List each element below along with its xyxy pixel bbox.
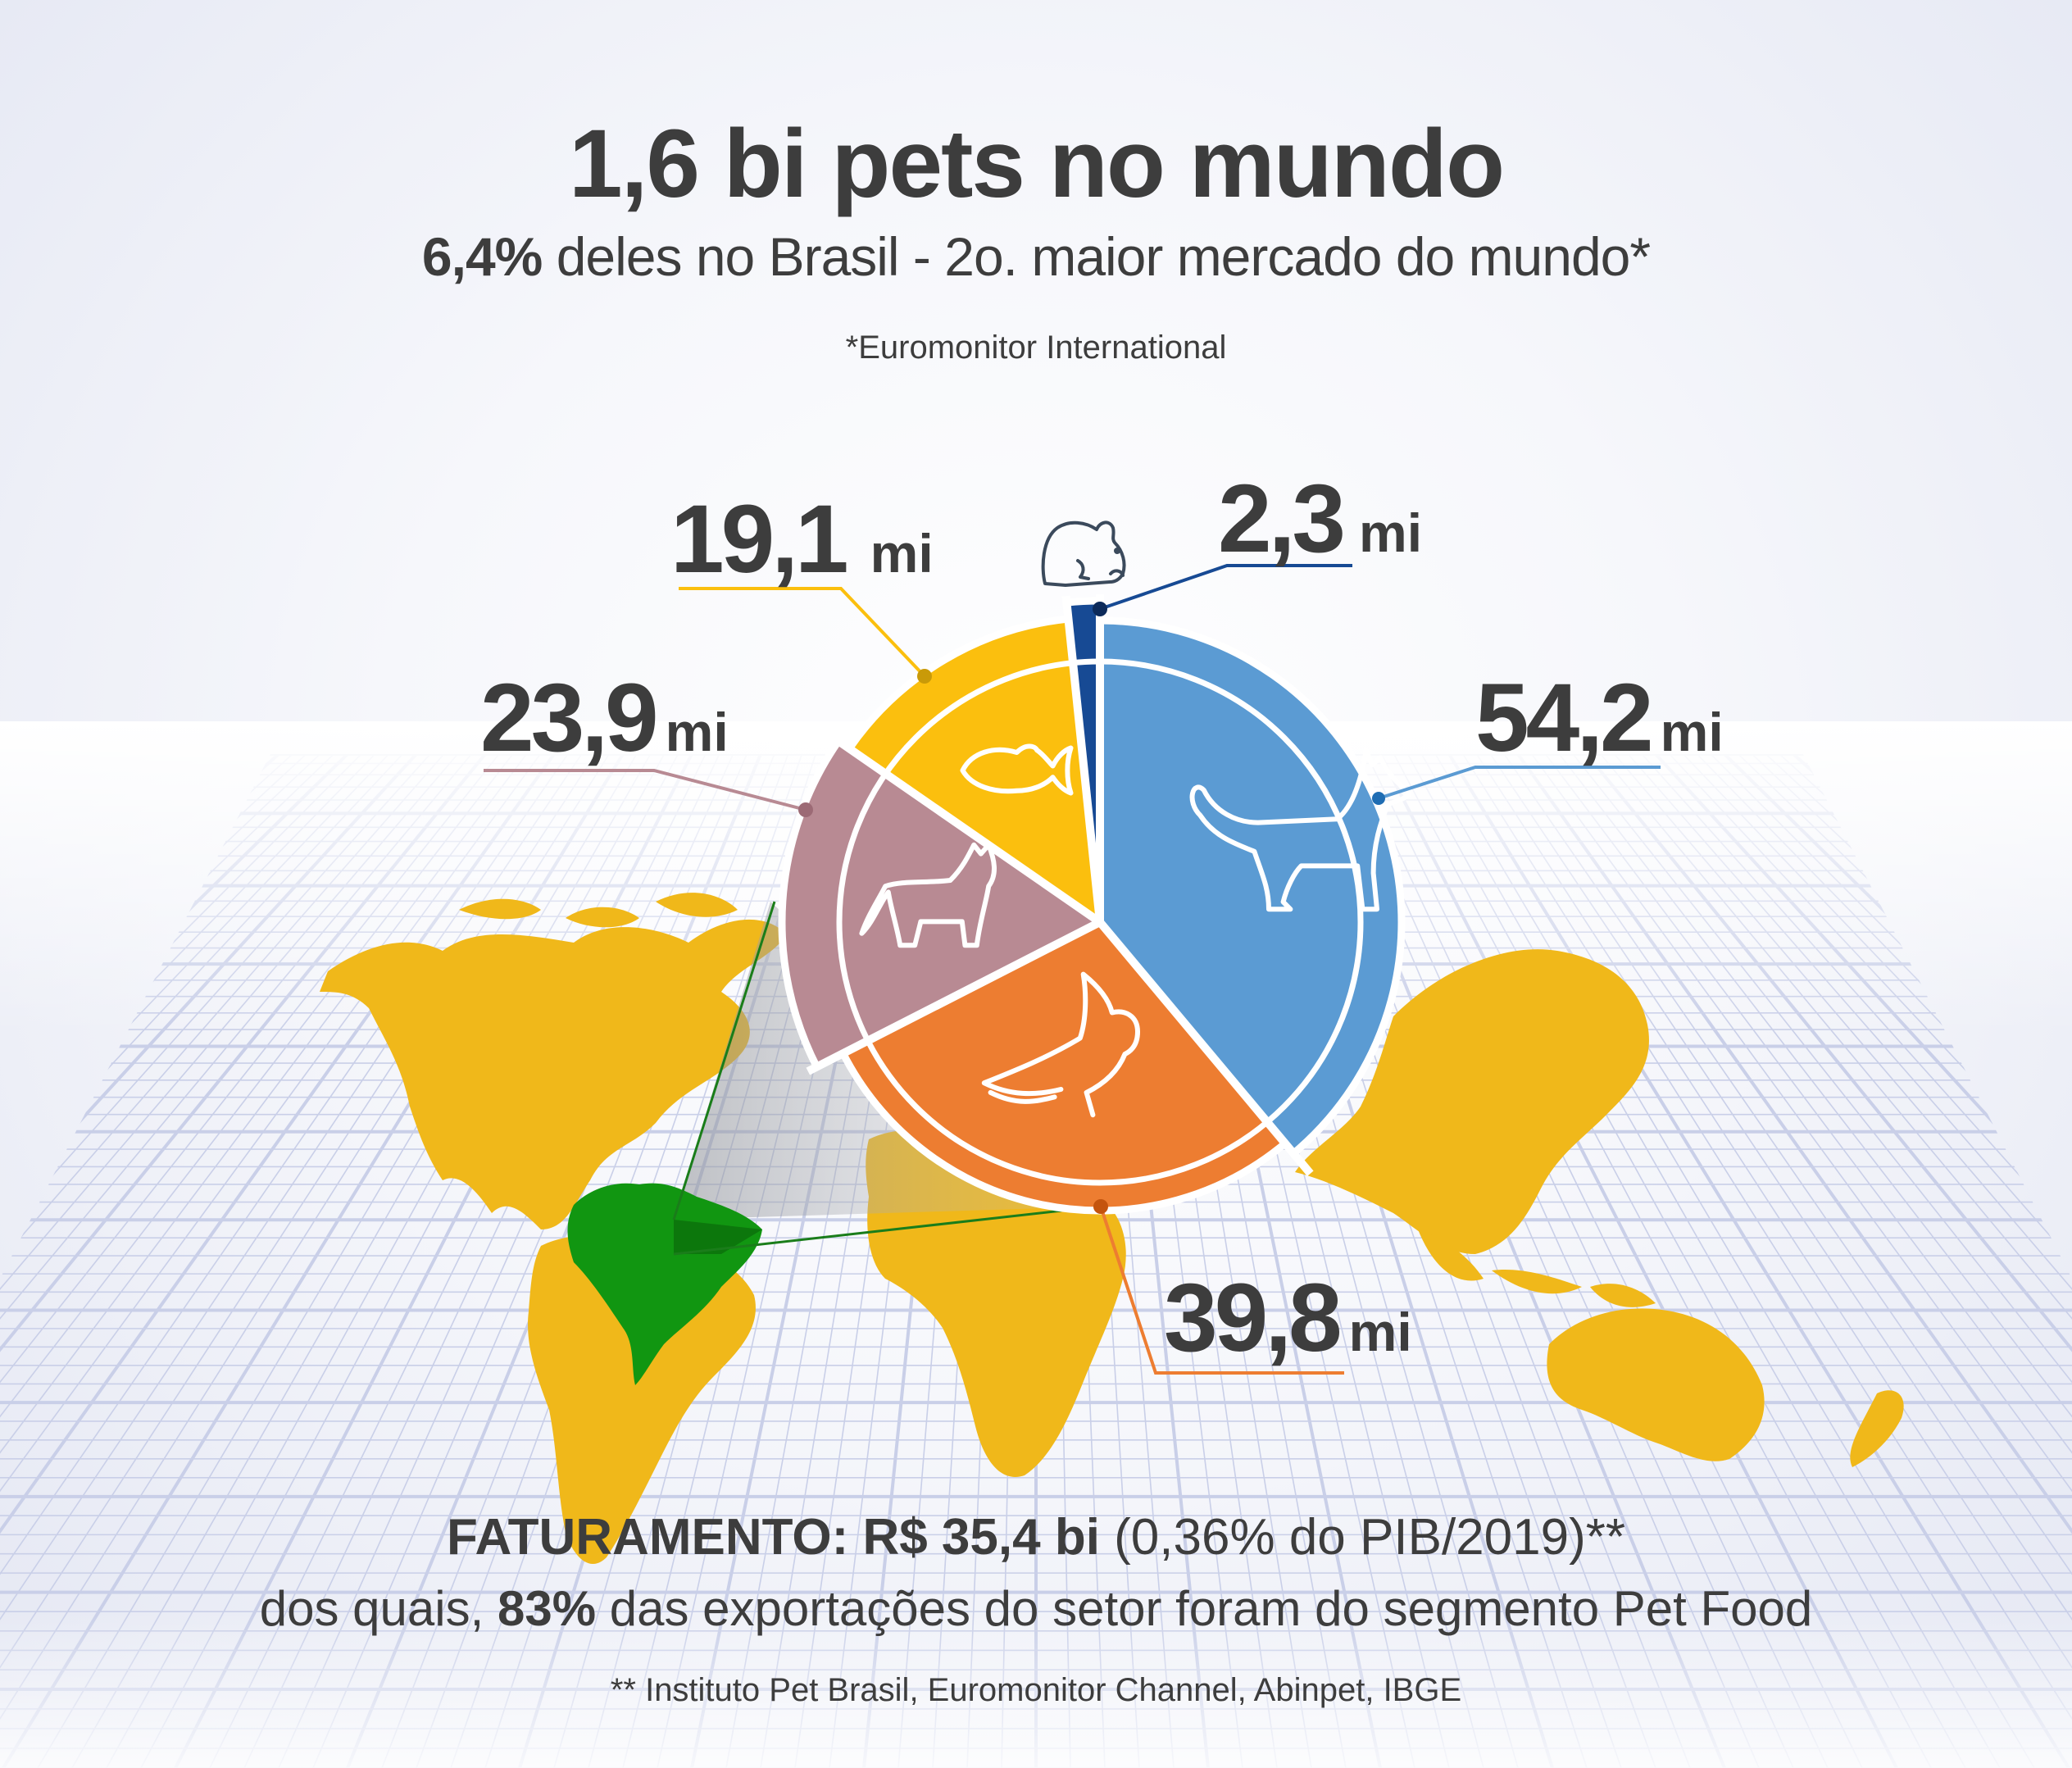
exports-bold: 83% xyxy=(497,1581,597,1636)
hamster-icon xyxy=(1041,520,1126,587)
north-america xyxy=(320,919,787,1229)
fish-icon xyxy=(960,743,1074,796)
cat-icon xyxy=(859,842,997,948)
new-zealand xyxy=(1850,1390,1904,1467)
subtitle-highlight: 6,4% xyxy=(421,226,543,287)
leader-dogs xyxy=(1378,766,1661,800)
leader-fish xyxy=(679,587,926,678)
leader-small xyxy=(1099,564,1352,611)
leader-birds xyxy=(1099,1206,1344,1375)
projection-line-bottom xyxy=(673,1205,1099,1256)
page-title: 1,6 bi pets no mundo xyxy=(568,110,1505,218)
label-cats: 23,9 mi xyxy=(480,670,729,766)
dog-icon xyxy=(1189,748,1412,912)
unit-small-mammals: mi xyxy=(1359,502,1423,563)
south-america xyxy=(528,1234,756,1565)
parrot-icon xyxy=(981,971,1141,1118)
exports-rest: das exportações do setor foram do segmen… xyxy=(596,1581,1813,1636)
label-dogs: 54,2 mi xyxy=(1475,670,1724,766)
exports-pre: dos quais, xyxy=(259,1581,498,1636)
unit-fish: mi xyxy=(870,523,934,584)
world-map xyxy=(320,893,1904,1565)
revenue-rest: (0,36% do PIB/2019)** xyxy=(1099,1509,1625,1566)
footer-source-note: ** Instituto Pet Brasil, Euromonitor Cha… xyxy=(610,1672,1462,1708)
revenue-line: FATURAMENTO: R$ 35,4 bi (0,36% do PIB/20… xyxy=(0,1508,2072,1566)
subtitle: 6,4% deles no Brasil - 2o. maior mercado… xyxy=(0,225,2072,288)
subtitle-text: deles no Brasil - 2o. maior mercado do m… xyxy=(542,226,1651,287)
leader-lines xyxy=(484,564,1661,1375)
label-small-mammals: 2,3 mi xyxy=(1218,470,1422,567)
revenue-bold: FATURAMENTO: R$ 35,4 bi xyxy=(447,1509,1100,1566)
source-note: *Euromonitor International xyxy=(845,330,1227,366)
exports-line: dos quais, 83% das exportações do setor … xyxy=(0,1580,2072,1637)
africa xyxy=(866,1130,1126,1477)
projection-line-left xyxy=(672,901,776,1220)
australia xyxy=(1547,1308,1765,1461)
pie-slice-fish xyxy=(845,615,1104,926)
brazil-map xyxy=(567,1183,762,1385)
leader-cats xyxy=(484,769,807,811)
value-fish: 19,1 xyxy=(670,485,849,593)
value-small-mammals: 2,3 xyxy=(1218,465,1346,573)
value-birds: 39,8 xyxy=(1164,1264,1343,1372)
pie-chart xyxy=(778,594,1412,1215)
value-dogs: 54,2 xyxy=(1475,664,1654,772)
label-fish: 19,1 mi xyxy=(670,491,934,588)
unit-birds: mi xyxy=(1348,1302,1412,1362)
value-cats: 23,9 xyxy=(480,664,659,772)
label-birds: 39,8 mi xyxy=(1164,1270,1412,1366)
asia xyxy=(1295,949,1649,1254)
unit-dogs: mi xyxy=(1660,702,1724,762)
unit-cats: mi xyxy=(665,702,729,762)
